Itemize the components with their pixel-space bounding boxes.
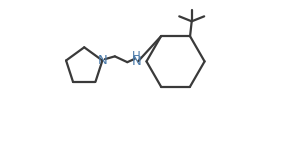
Text: N: N <box>98 54 107 67</box>
Text: N: N <box>132 55 141 68</box>
Text: H: H <box>132 50 141 63</box>
